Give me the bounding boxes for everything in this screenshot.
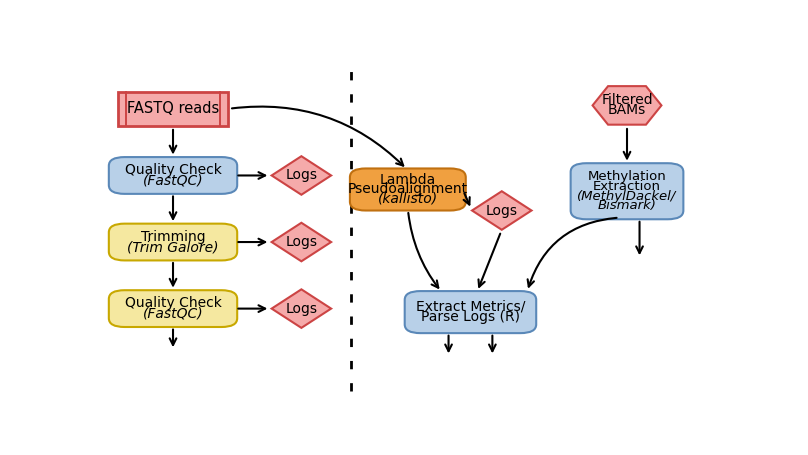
Text: Logs: Logs — [486, 203, 518, 217]
Text: BAMs: BAMs — [608, 103, 646, 117]
Polygon shape — [592, 86, 662, 125]
FancyBboxPatch shape — [109, 157, 238, 194]
Text: (FastQC): (FastQC) — [143, 174, 204, 188]
Text: Methylation: Methylation — [587, 170, 667, 183]
Text: Quality Check: Quality Check — [124, 163, 221, 177]
Text: Logs: Logs — [285, 235, 318, 249]
Text: (kallisto): (kallisto) — [378, 192, 438, 206]
Text: Extraction: Extraction — [593, 180, 661, 193]
FancyBboxPatch shape — [570, 163, 684, 219]
Text: Lambda: Lambda — [380, 173, 436, 187]
Text: Logs: Logs — [285, 302, 318, 316]
FancyBboxPatch shape — [405, 291, 537, 333]
Text: Logs: Logs — [285, 168, 318, 182]
Text: Parse Logs (R): Parse Logs (R) — [421, 310, 520, 324]
Text: Extract Metrics/: Extract Metrics/ — [416, 300, 525, 314]
Text: Bismark): Bismark) — [598, 199, 656, 212]
Text: (MethylDackel/: (MethylDackel/ — [578, 190, 676, 202]
FancyBboxPatch shape — [109, 290, 238, 327]
FancyBboxPatch shape — [350, 168, 465, 211]
Polygon shape — [472, 191, 532, 230]
Polygon shape — [271, 223, 331, 261]
Text: Pseudoalignment: Pseudoalignment — [347, 182, 468, 197]
Text: Filtered: Filtered — [601, 93, 653, 107]
Text: Trimming: Trimming — [141, 230, 205, 244]
Text: (Trim Galore): (Trim Galore) — [128, 240, 219, 254]
Text: Quality Check: Quality Check — [124, 296, 221, 310]
Polygon shape — [271, 156, 331, 195]
FancyBboxPatch shape — [109, 224, 238, 260]
Text: FASTQ reads: FASTQ reads — [127, 101, 219, 116]
Bar — [118, 92, 228, 126]
Polygon shape — [271, 289, 331, 328]
Text: (FastQC): (FastQC) — [143, 307, 204, 321]
